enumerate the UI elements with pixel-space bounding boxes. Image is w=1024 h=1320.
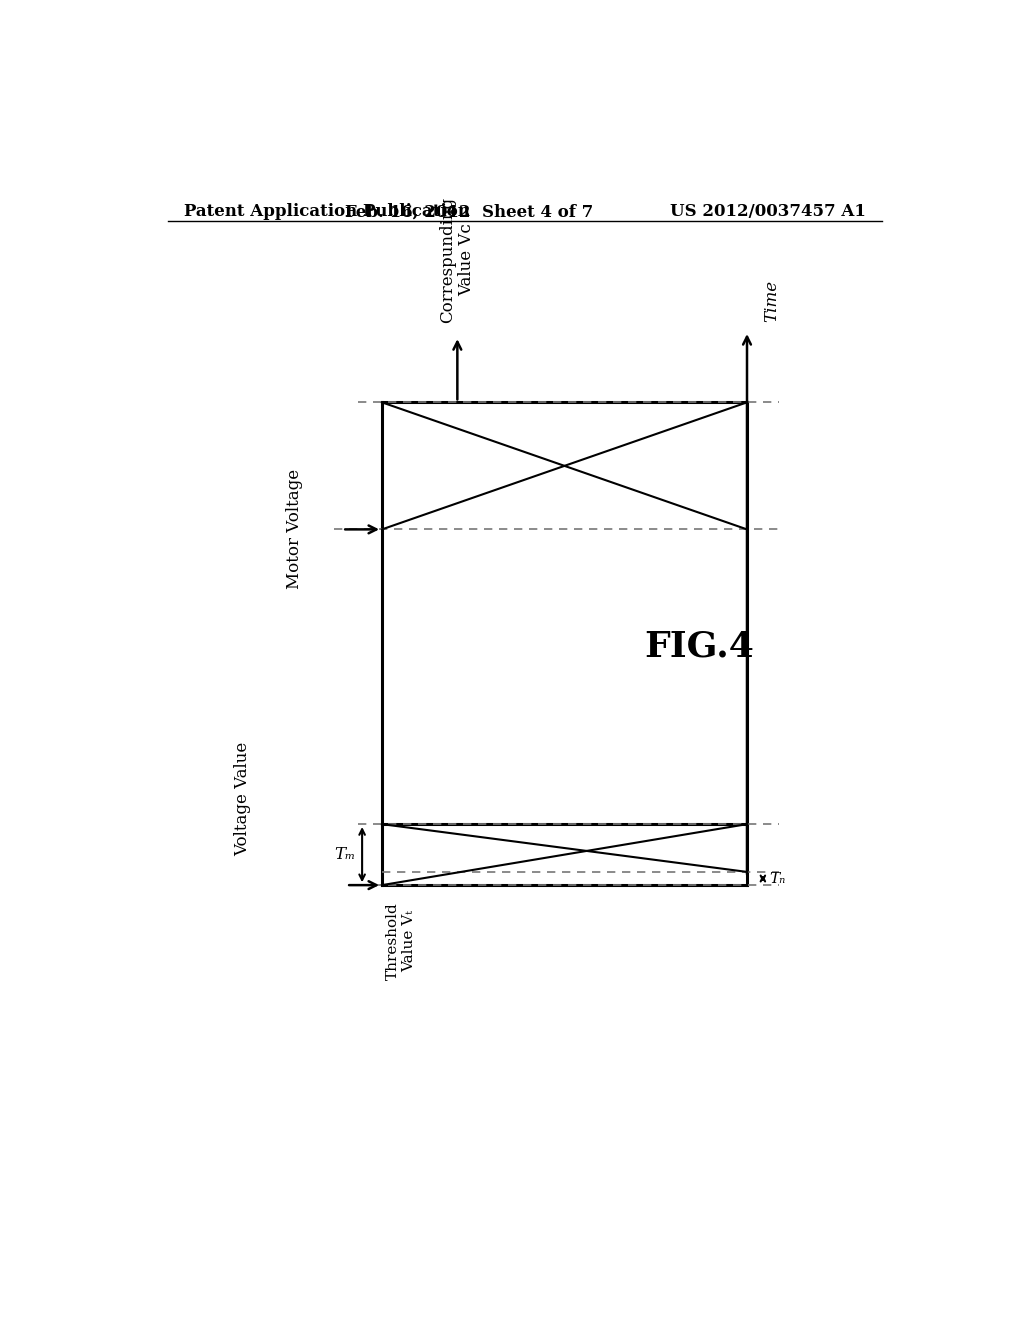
Text: Correspunding
Value Vᴄ: Correspunding Value Vᴄ (439, 197, 475, 323)
Text: Patent Application Publication: Patent Application Publication (183, 203, 469, 220)
Text: Feb. 16, 2012  Sheet 4 of 7: Feb. 16, 2012 Sheet 4 of 7 (345, 203, 593, 220)
Text: Voltage Value: Voltage Value (234, 742, 252, 855)
Text: US 2012/0037457 A1: US 2012/0037457 A1 (670, 203, 866, 220)
Text: Threshold
Value Vₜ: Threshold Value Vₜ (386, 903, 416, 981)
Text: Motor Voltage: Motor Voltage (286, 470, 303, 590)
Text: FIG.4: FIG.4 (644, 630, 755, 663)
Text: Tₙ: Tₙ (769, 871, 785, 886)
Text: Tₘ: Tₘ (335, 846, 355, 863)
Text: Time: Time (763, 280, 780, 322)
